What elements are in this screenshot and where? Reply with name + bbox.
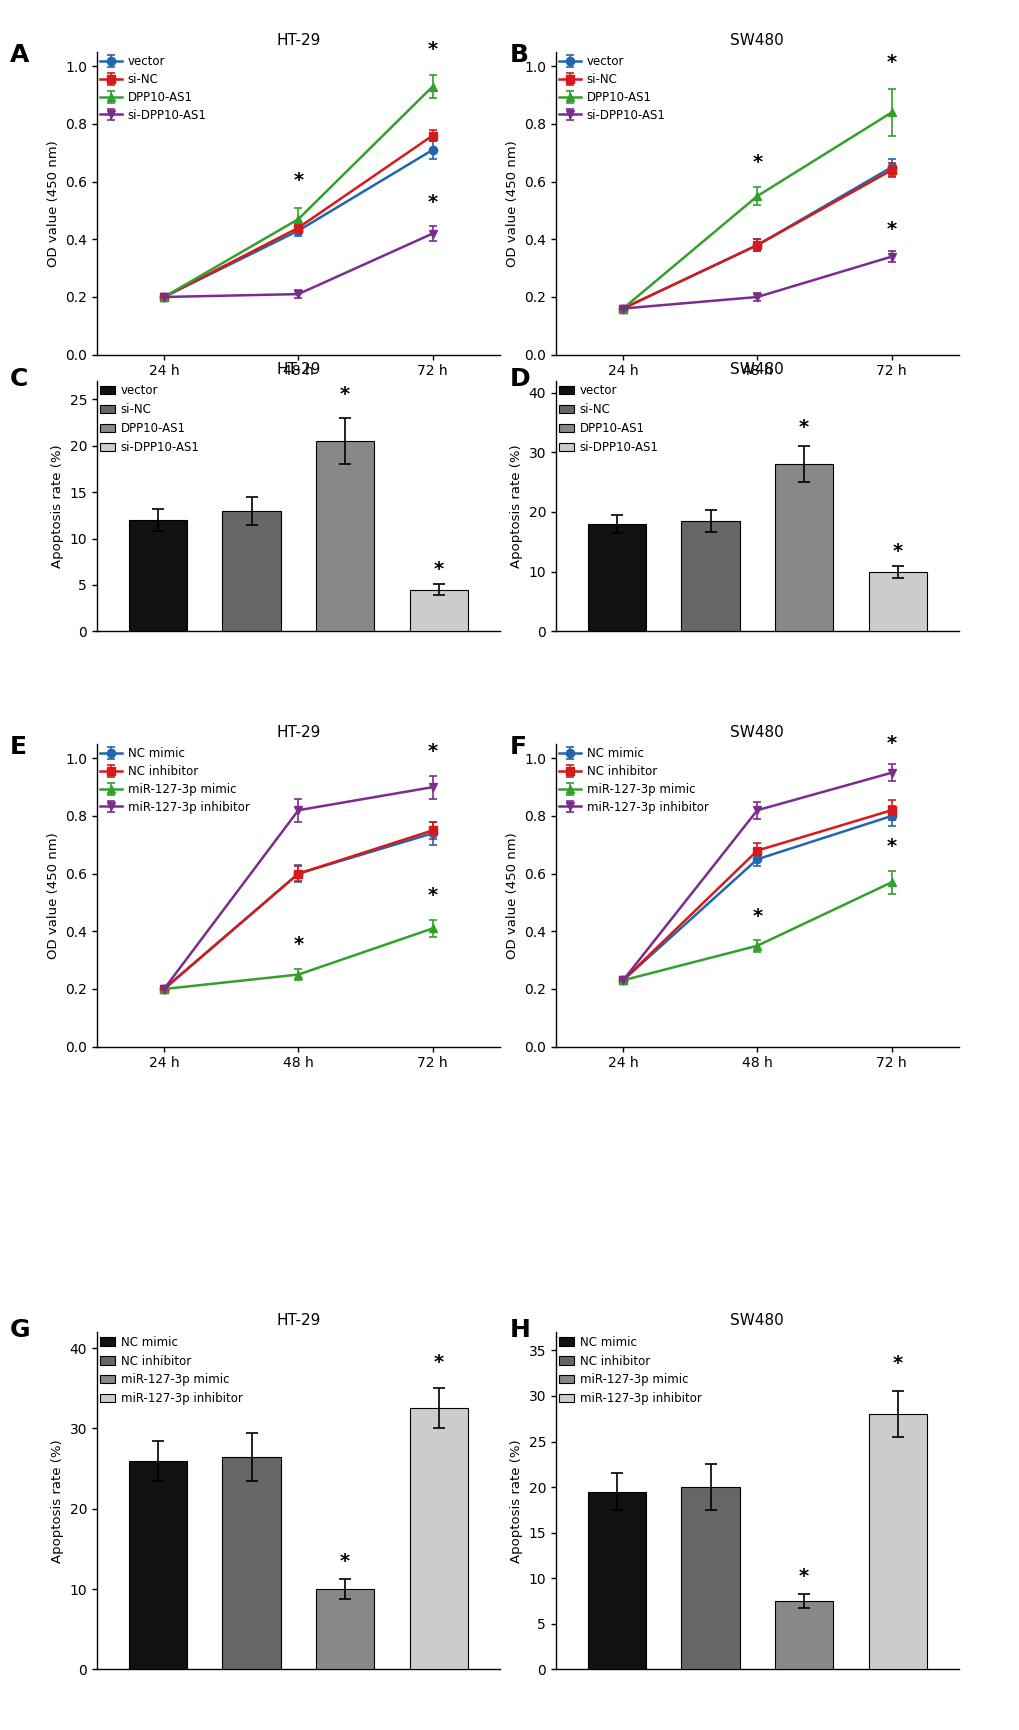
- Text: A: A: [10, 43, 30, 67]
- Legend: NC mimic, NC inhibitor, miR-127-3p mimic, miR-127-3p inhibitor: NC mimic, NC inhibitor, miR-127-3p mimic…: [557, 1334, 702, 1406]
- Bar: [316, 1590, 374, 1669]
- Text: *: *: [892, 541, 902, 561]
- Title: HT-29: HT-29: [276, 362, 320, 377]
- Bar: [222, 510, 280, 631]
- Title: SW480: SW480: [730, 33, 784, 48]
- Text: *: *: [339, 384, 350, 403]
- Text: *: *: [752, 152, 761, 171]
- Text: H: H: [510, 1318, 530, 1342]
- Bar: [868, 1413, 926, 1669]
- Text: *: *: [293, 171, 303, 190]
- Y-axis label: OD value (450 nm): OD value (450 nm): [505, 832, 518, 958]
- Bar: [128, 521, 186, 631]
- Y-axis label: Apoptosis rate (%): Apoptosis rate (%): [51, 445, 64, 567]
- Text: *: *: [886, 220, 896, 239]
- Text: *: *: [433, 1353, 443, 1372]
- Text: *: *: [433, 561, 443, 580]
- Bar: [774, 464, 833, 631]
- Text: *: *: [892, 1355, 902, 1374]
- Bar: [681, 521, 739, 631]
- Bar: [587, 1491, 645, 1669]
- Text: *: *: [427, 194, 437, 211]
- Text: G: G: [10, 1318, 31, 1342]
- Title: SW480: SW480: [730, 1313, 784, 1329]
- Title: SW480: SW480: [730, 362, 784, 377]
- Legend: vector, si-NC, DPP10-AS1, si-DPP10-AS1: vector, si-NC, DPP10-AS1, si-DPP10-AS1: [99, 54, 208, 123]
- Text: E: E: [10, 735, 28, 759]
- Text: B: B: [510, 43, 529, 67]
- Title: HT-29: HT-29: [276, 1313, 320, 1329]
- Text: *: *: [427, 40, 437, 59]
- Text: *: *: [798, 1567, 808, 1586]
- Bar: [410, 1408, 468, 1669]
- Y-axis label: OD value (450 nm): OD value (450 nm): [505, 140, 518, 266]
- Legend: NC mimic, NC inhibitor, miR-127-3p mimic, miR-127-3p inhibitor: NC mimic, NC inhibitor, miR-127-3p mimic…: [557, 746, 709, 815]
- Y-axis label: OD value (450 nm): OD value (450 nm): [47, 140, 59, 266]
- Y-axis label: Apoptosis rate (%): Apoptosis rate (%): [510, 1439, 523, 1562]
- Text: *: *: [886, 734, 896, 753]
- Y-axis label: Apoptosis rate (%): Apoptosis rate (%): [51, 1439, 64, 1562]
- Bar: [774, 1600, 833, 1669]
- Text: *: *: [293, 936, 303, 955]
- Title: SW480: SW480: [730, 725, 784, 740]
- Bar: [868, 571, 926, 631]
- Bar: [222, 1457, 280, 1669]
- Y-axis label: Apoptosis rate (%): Apoptosis rate (%): [510, 445, 523, 567]
- Text: F: F: [510, 735, 527, 759]
- Text: *: *: [798, 419, 808, 438]
- Text: *: *: [752, 907, 761, 926]
- Bar: [128, 1460, 186, 1669]
- Text: D: D: [510, 367, 530, 391]
- Title: HT-29: HT-29: [276, 33, 320, 48]
- Text: *: *: [427, 886, 437, 905]
- Title: HT-29: HT-29: [276, 725, 320, 740]
- Legend: NC mimic, NC inhibitor, miR-127-3p mimic, miR-127-3p inhibitor: NC mimic, NC inhibitor, miR-127-3p mimic…: [99, 1334, 244, 1406]
- Legend: vector, si-NC, DPP10-AS1, si-DPP10-AS1: vector, si-NC, DPP10-AS1, si-DPP10-AS1: [557, 382, 659, 455]
- Text: C: C: [10, 367, 29, 391]
- Bar: [587, 524, 645, 631]
- Y-axis label: OD value (450 nm): OD value (450 nm): [47, 832, 59, 958]
- Legend: vector, si-NC, DPP10-AS1, si-DPP10-AS1: vector, si-NC, DPP10-AS1, si-DPP10-AS1: [99, 382, 201, 455]
- Bar: [681, 1488, 739, 1669]
- Text: *: *: [427, 742, 437, 761]
- Bar: [410, 590, 468, 631]
- Text: *: *: [339, 1552, 350, 1571]
- Legend: vector, si-NC, DPP10-AS1, si-DPP10-AS1: vector, si-NC, DPP10-AS1, si-DPP10-AS1: [557, 54, 666, 123]
- Legend: NC mimic, NC inhibitor, miR-127-3p mimic, miR-127-3p inhibitor: NC mimic, NC inhibitor, miR-127-3p mimic…: [99, 746, 251, 815]
- Text: *: *: [886, 54, 896, 73]
- Bar: [316, 441, 374, 631]
- Text: *: *: [886, 837, 896, 856]
